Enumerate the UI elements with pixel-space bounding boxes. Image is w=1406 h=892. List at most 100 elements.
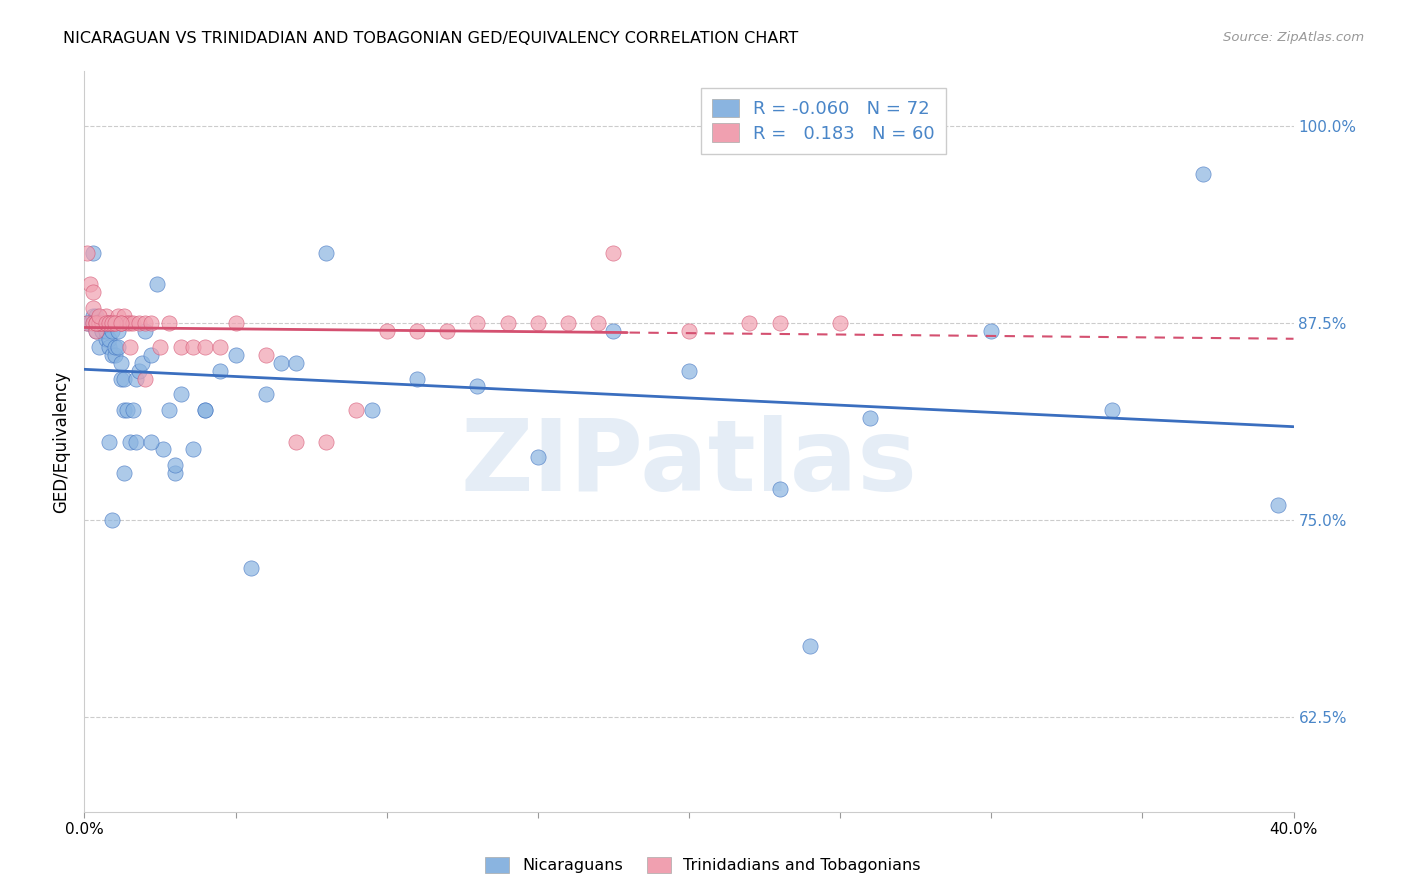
- Point: [859, 411, 882, 425]
- Point: [588, 317, 610, 331]
- Point: [170, 387, 193, 401]
- Point: [91, 317, 114, 331]
- Point: [110, 317, 132, 331]
- Point: [157, 317, 180, 331]
- Point: [82, 317, 104, 331]
- Point: [82, 301, 104, 315]
- Point: [82, 285, 104, 299]
- Point: [254, 387, 277, 401]
- Point: [146, 277, 169, 291]
- Point: [165, 466, 187, 480]
- Point: [104, 317, 127, 331]
- Point: [82, 317, 104, 331]
- Point: [270, 356, 292, 370]
- Point: [239, 560, 262, 574]
- Point: [134, 324, 156, 338]
- Point: [194, 403, 217, 417]
- Point: [121, 317, 143, 331]
- Point: [89, 317, 111, 331]
- Point: [315, 434, 337, 449]
- Point: [496, 317, 519, 331]
- Point: [225, 348, 247, 362]
- Point: [94, 317, 117, 331]
- Point: [79, 277, 101, 291]
- Point: [170, 340, 193, 354]
- Point: [157, 403, 180, 417]
- Point: [79, 317, 101, 331]
- Point: [89, 309, 111, 323]
- Point: [97, 317, 120, 331]
- Point: [139, 434, 162, 449]
- Text: NICARAGUAN VS TRINIDADIAN AND TOBAGONIAN GED/EQUIVALENCY CORRELATION CHART: NICARAGUAN VS TRINIDADIAN AND TOBAGONIAN…: [63, 31, 799, 46]
- Point: [406, 324, 429, 338]
- Point: [115, 317, 138, 331]
- Point: [406, 371, 429, 385]
- Point: [89, 317, 111, 331]
- Point: [285, 434, 308, 449]
- Point: [89, 317, 111, 331]
- Point: [1192, 167, 1215, 181]
- Point: [86, 324, 108, 338]
- Point: [209, 340, 232, 354]
- Point: [82, 309, 104, 323]
- Point: [118, 434, 141, 449]
- Point: [97, 434, 120, 449]
- Point: [91, 317, 114, 331]
- Point: [225, 317, 247, 331]
- Point: [830, 317, 852, 331]
- Point: [128, 317, 150, 331]
- Point: [360, 403, 382, 417]
- Point: [128, 364, 150, 378]
- Point: [110, 317, 132, 331]
- Point: [139, 348, 162, 362]
- Y-axis label: GED/Equivalency: GED/Equivalency: [52, 370, 70, 513]
- Point: [769, 482, 792, 496]
- Point: [91, 324, 114, 338]
- Point: [738, 317, 761, 331]
- Point: [557, 317, 579, 331]
- Point: [467, 379, 489, 393]
- Text: Source: ZipAtlas.com: Source: ZipAtlas.com: [1223, 31, 1364, 45]
- Point: [107, 340, 129, 354]
- Point: [89, 340, 111, 354]
- Text: ZIPatlas: ZIPatlas: [461, 416, 917, 512]
- Point: [94, 324, 117, 338]
- Point: [94, 317, 117, 331]
- Point: [118, 340, 141, 354]
- Point: [76, 245, 98, 260]
- Point: [94, 309, 117, 323]
- Point: [100, 317, 122, 331]
- Point: [131, 356, 153, 370]
- Point: [315, 245, 337, 260]
- Point: [86, 309, 108, 323]
- Point: [436, 324, 458, 338]
- Point: [89, 317, 111, 331]
- Point: [527, 317, 550, 331]
- Point: [112, 466, 135, 480]
- Point: [1101, 403, 1123, 417]
- Point: [76, 317, 98, 331]
- Point: [94, 317, 117, 331]
- Point: [104, 340, 127, 354]
- Point: [125, 434, 148, 449]
- Point: [194, 340, 217, 354]
- Point: [86, 317, 108, 331]
- Point: [980, 324, 1002, 338]
- Point: [121, 403, 143, 417]
- Point: [97, 317, 120, 331]
- Point: [110, 371, 132, 385]
- Point: [254, 348, 277, 362]
- Point: [678, 364, 700, 378]
- Point: [82, 245, 104, 260]
- Point: [118, 317, 141, 331]
- Point: [139, 317, 162, 331]
- Point: [91, 324, 114, 338]
- Point: [100, 317, 122, 331]
- Point: [1267, 498, 1289, 512]
- Point: [100, 324, 122, 338]
- Point: [149, 340, 172, 354]
- Point: [100, 513, 122, 527]
- Point: [115, 403, 138, 417]
- Point: [375, 324, 398, 338]
- Point: [112, 403, 135, 417]
